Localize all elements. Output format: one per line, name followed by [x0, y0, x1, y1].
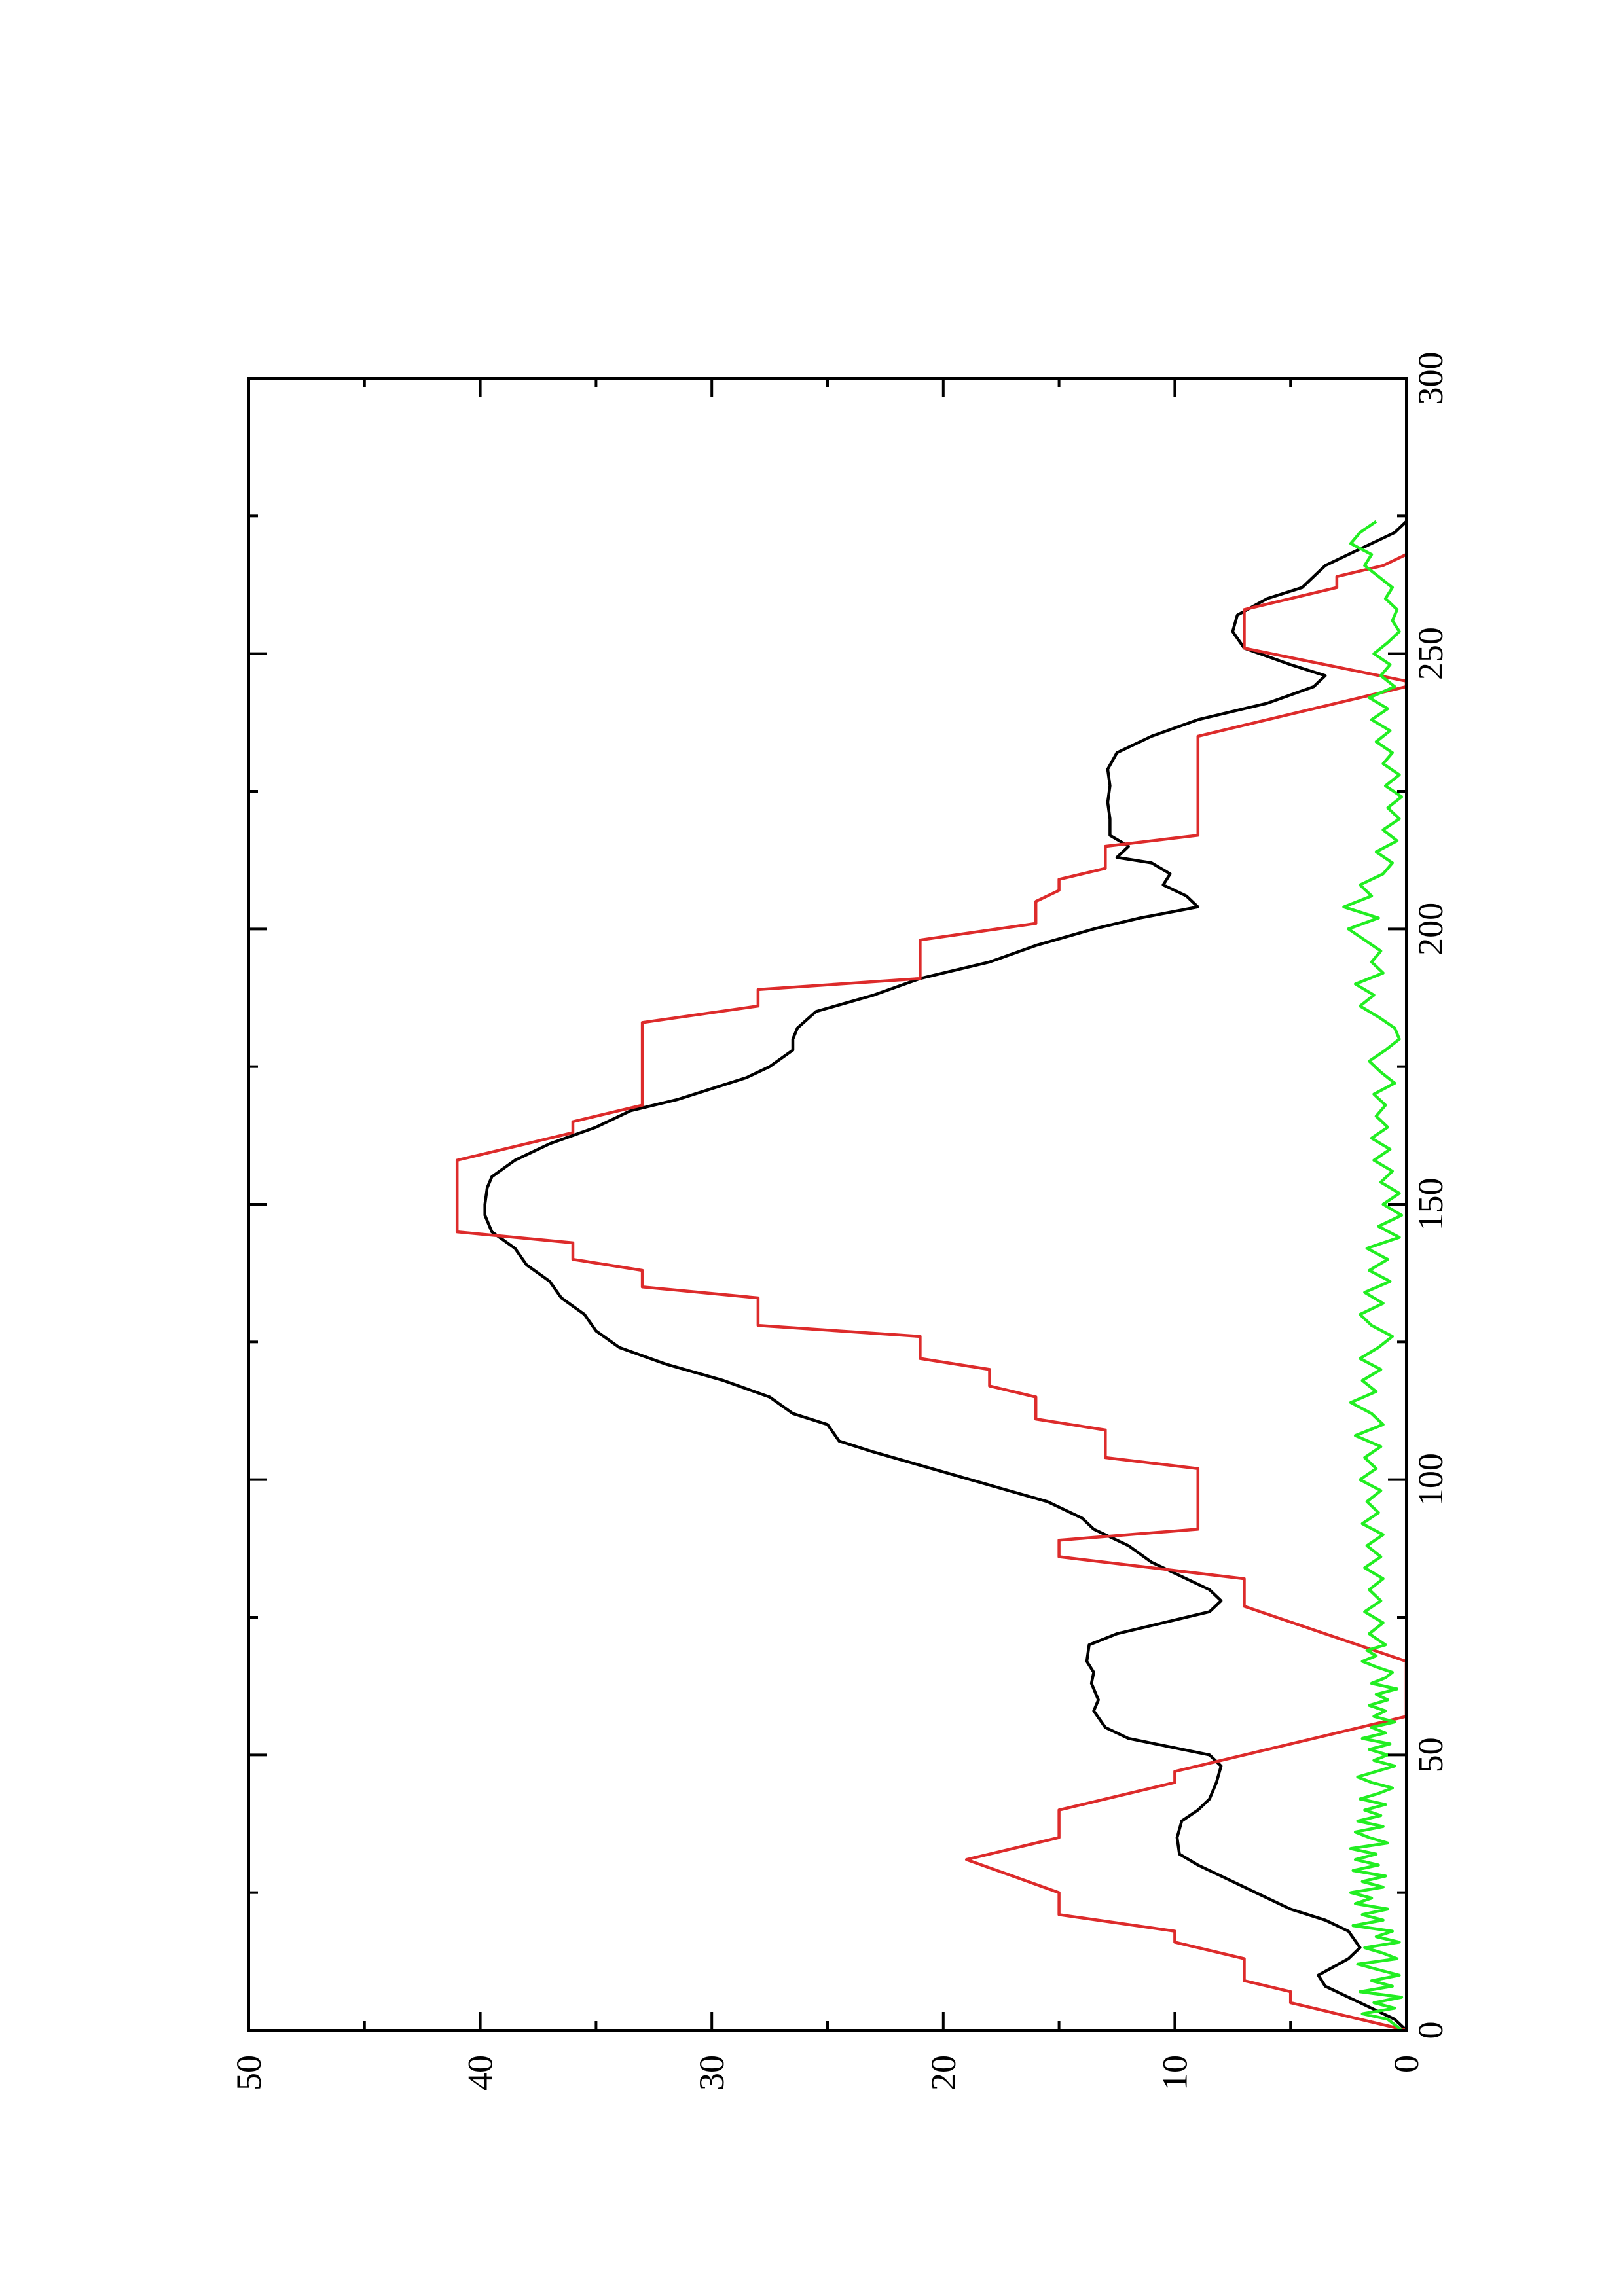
plot-frame [247, 377, 1408, 2032]
y-tick-label: 40 [461, 2055, 500, 2090]
series-0-line [483, 520, 1408, 2032]
y-tick-label: 50 [229, 2055, 268, 2090]
x-tick-label: 100 [1411, 1453, 1450, 1506]
series-2-line [1342, 520, 1404, 2032]
y-tick-label: 20 [924, 2055, 963, 2090]
y-tick-label: 10 [1155, 2055, 1194, 2090]
x-tick-label: 200 [1411, 903, 1450, 956]
tick-label-layer: 0 50 100 150 200 250 300 0 10 20 30 40 50 [229, 352, 1450, 2091]
x-tick-label: 0 [1411, 2022, 1450, 2039]
x-tick-label: 50 [1411, 1737, 1450, 1772]
x-tick-label: 300 [1411, 352, 1450, 405]
x-tick-label: 250 [1411, 627, 1450, 680]
series-1-line [455, 553, 1408, 2032]
y-tick-label: 0 [1387, 2055, 1426, 2073]
x-tick-label: 150 [1411, 1178, 1450, 1231]
y-tick-label: 30 [692, 2055, 731, 2090]
series-layer [455, 520, 1408, 2032]
